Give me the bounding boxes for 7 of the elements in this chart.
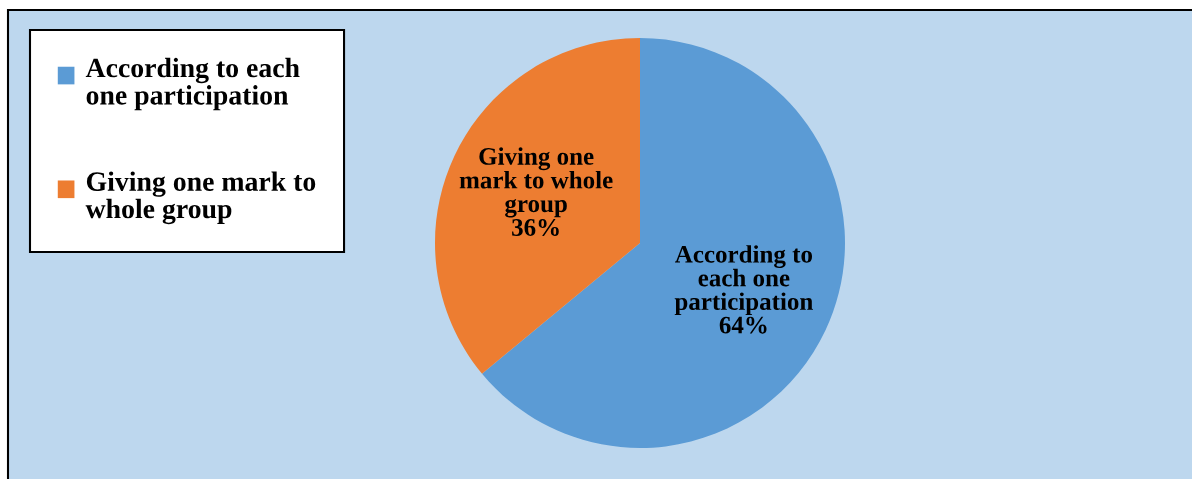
legend-label: Giving one mark to whole group	[85, 171, 316, 225]
slice-label: According to each one participation	[674, 245, 813, 316]
data-label: 64%	[719, 316, 767, 334]
pie-slice	[435, 38, 640, 374]
data-label: 36%	[512, 219, 559, 236]
legend-label: According to each one participation	[85, 57, 300, 111]
slice-label: Giving one mark to whole group	[459, 147, 613, 218]
